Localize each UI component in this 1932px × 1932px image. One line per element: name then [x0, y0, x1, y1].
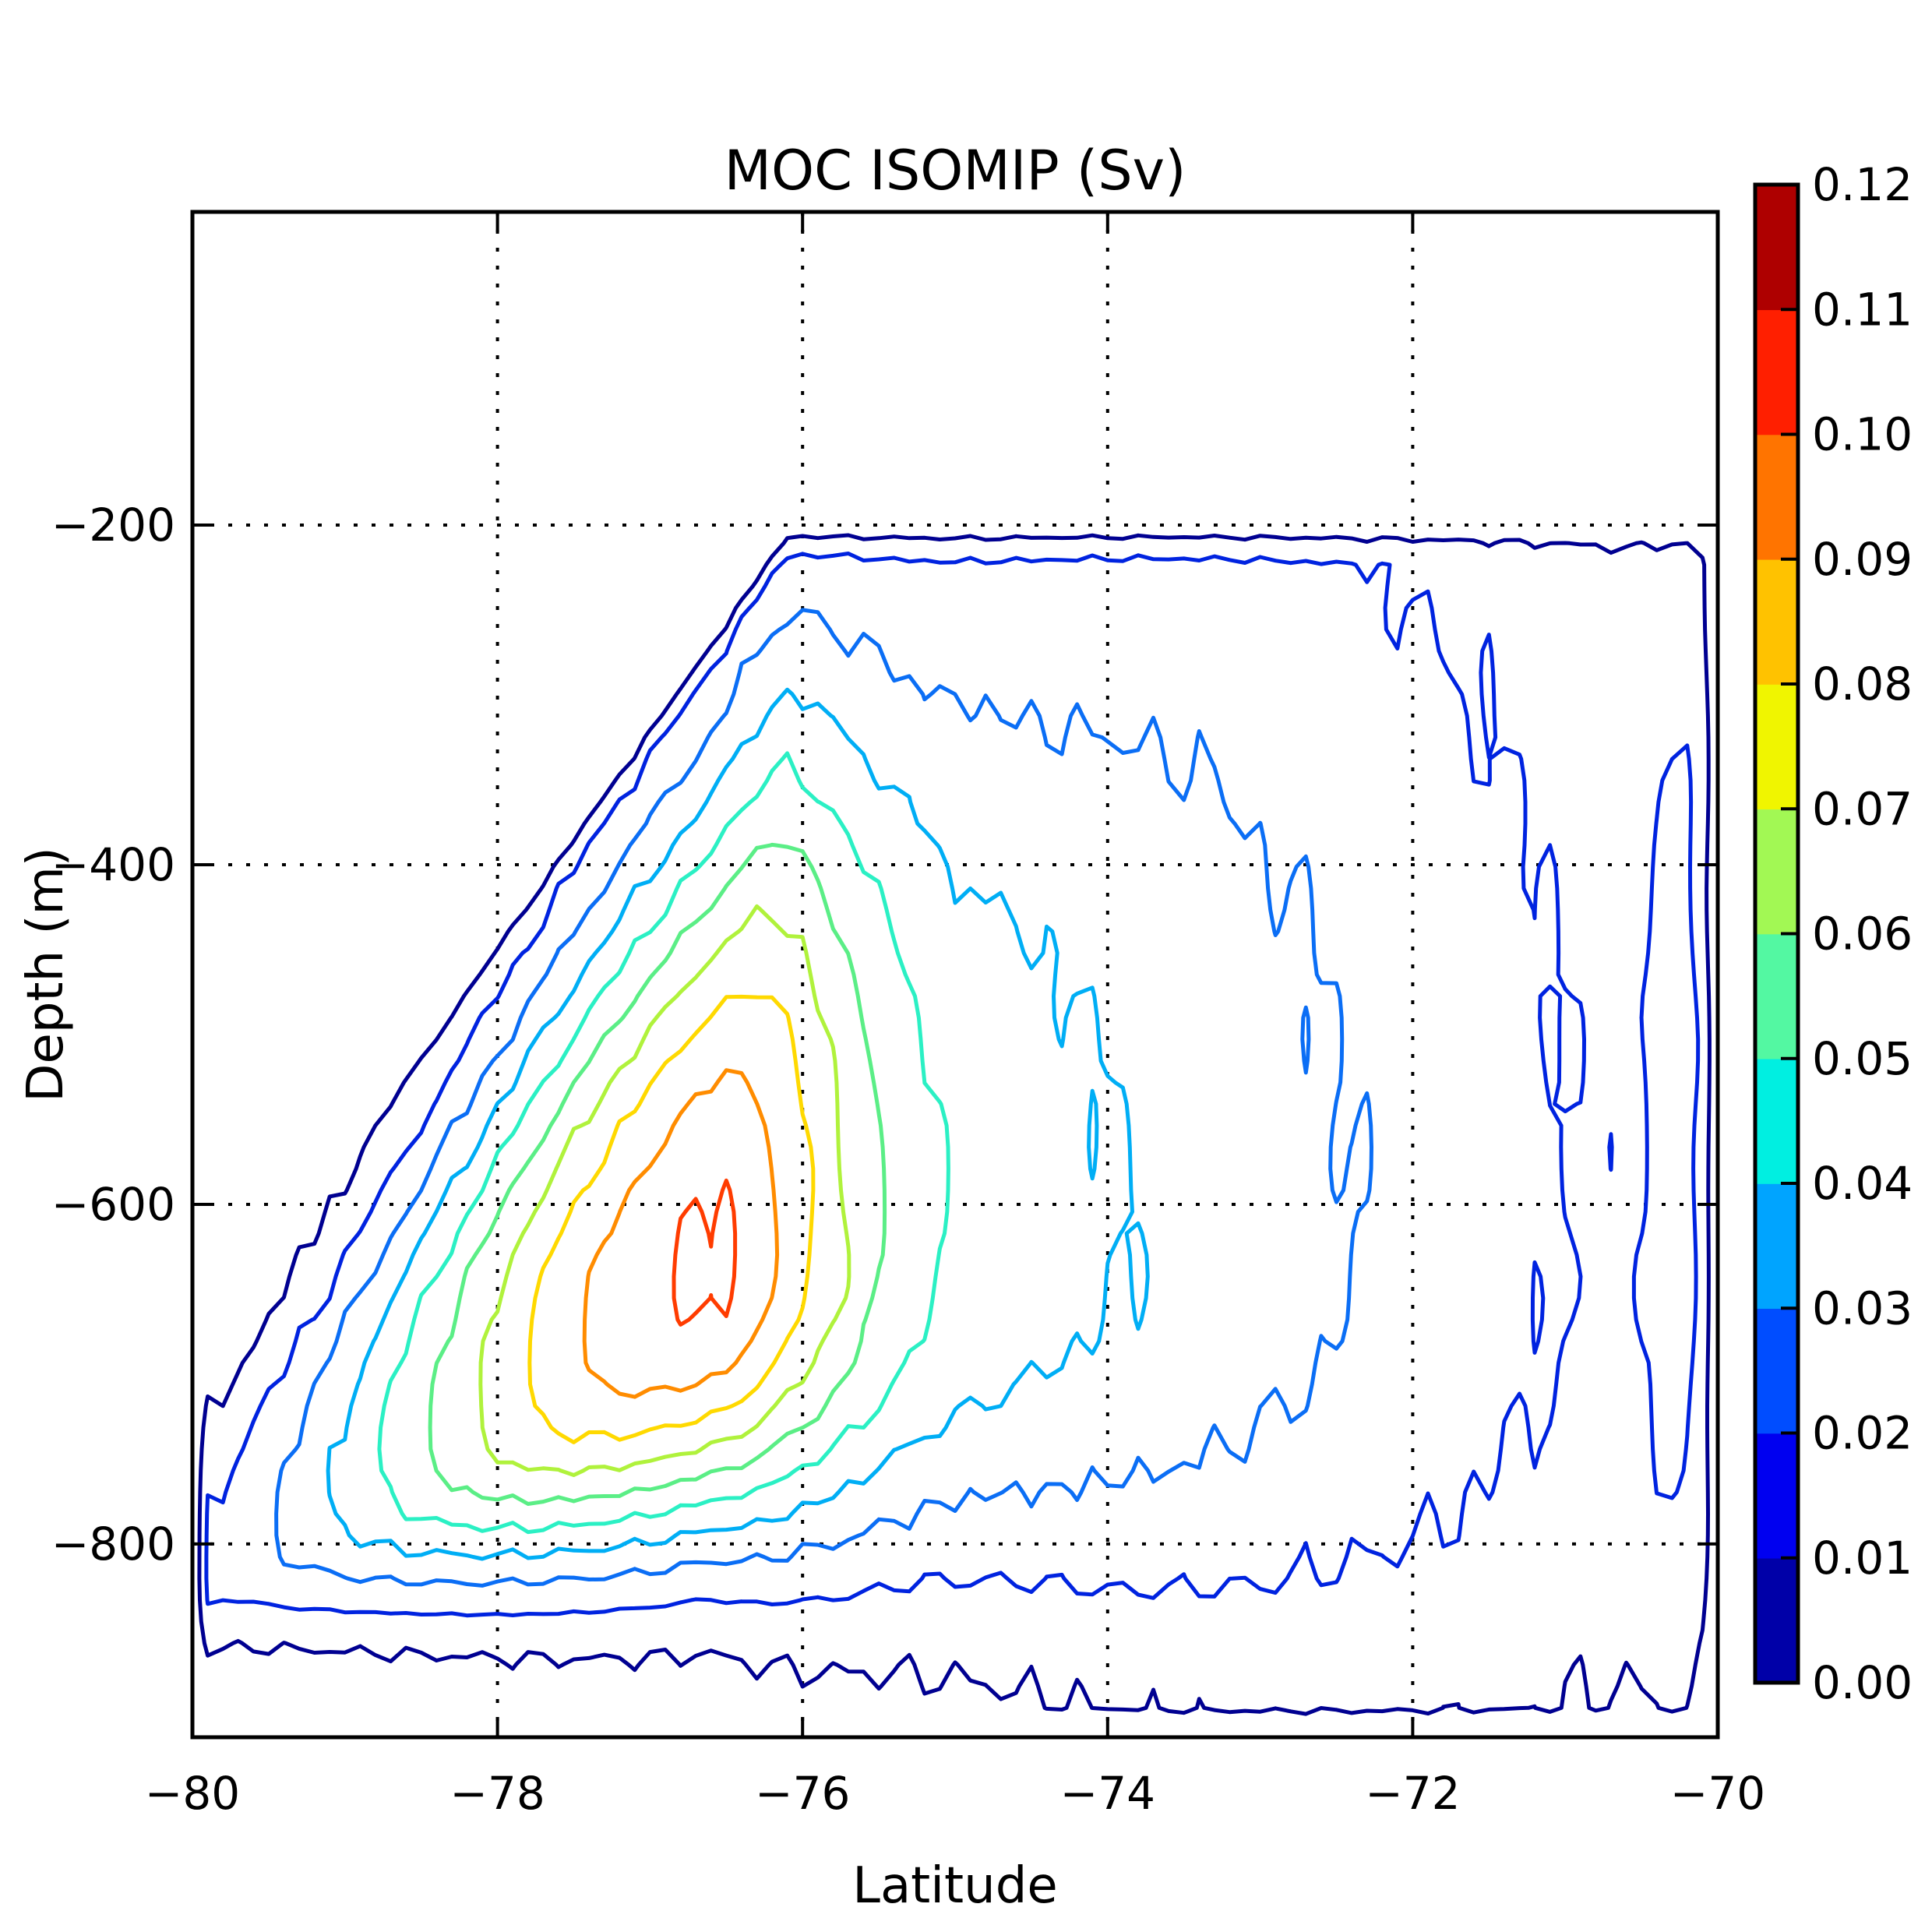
colorbar-tick-label: 0.01: [1812, 1532, 1913, 1585]
contour-level-0.02: [204, 552, 1701, 1618]
chart-title: MOC ISOMIP (Sv): [724, 139, 1186, 203]
colorbar-band: [1755, 185, 1798, 311]
colorbar-tick-label: 0.00: [1812, 1656, 1913, 1709]
x-axis-label: Latitude: [852, 1857, 1057, 1915]
contour-lines: [197, 533, 1712, 1716]
colorbar-band: [1755, 809, 1798, 935]
y-tick-label: −800: [51, 1518, 175, 1571]
contour-level-0.10: [672, 1178, 738, 1327]
y-tick-label: −200: [51, 499, 175, 552]
contour-level-0.06: [428, 842, 887, 1506]
contour-level-0.03: [274, 608, 1373, 1588]
tick-labels: −80 −78 −76 −74 −72 −70 −200 −400 −600 −800: [51, 499, 1766, 1820]
contour-level-0.04: [326, 687, 1150, 1561]
x-tick-label: −70: [1670, 1767, 1765, 1820]
colorbar-band: [1755, 559, 1798, 685]
colorbar-tick-label: 0.02: [1812, 1407, 1913, 1460]
colorbar-band: [1755, 309, 1798, 435]
colorbar-tick-label: 0.09: [1812, 533, 1913, 586]
colorbar-tick-label: 0.12: [1812, 158, 1913, 211]
colorbar-band: [1755, 933, 1798, 1059]
gridlines: [192, 212, 1718, 1737]
contour-level-0.01: [197, 533, 1712, 1716]
x-tick-label: −74: [1060, 1767, 1155, 1820]
axis-ticks: [191, 212, 1719, 1737]
contour-level-0.08: [527, 994, 816, 1444]
colorbar-band: [1755, 434, 1798, 560]
y-tick-label: −600: [51, 1178, 175, 1231]
plot-frame: [190, 210, 1720, 1740]
colorbar-tick-label: 0.08: [1812, 658, 1913, 710]
colorbar: 0.00 0.01 0.02 0.03 0.04 0.05 0.06 0.07 0.08 0.09…: [1753, 158, 1913, 1709]
x-tick-label: −78: [450, 1767, 545, 1820]
x-tick-label: −76: [755, 1767, 850, 1820]
colorbar-tick-label: 0.10: [1812, 408, 1913, 461]
colorbar-tick-label: 0.07: [1812, 782, 1913, 835]
colorbar-band: [1755, 1058, 1798, 1184]
contour-level-0.09: [582, 1068, 780, 1399]
colorbar-band: [1755, 1557, 1798, 1683]
colorbar-band: [1755, 1183, 1798, 1310]
colorbar-band: [1755, 1433, 1798, 1559]
colorbar-band: [1755, 1308, 1798, 1434]
x-tick-label: −72: [1365, 1767, 1460, 1820]
colorbar-tick-label: 0.04: [1812, 1157, 1913, 1210]
contour-level-0.07: [478, 904, 851, 1477]
y-axis-label: Depth (m): [17, 847, 75, 1102]
colorbar-tick-label: 0.03: [1812, 1282, 1913, 1334]
colorbar-tick-label: 0.05: [1812, 1032, 1913, 1085]
colorbar-tick-label: 0.11: [1812, 283, 1913, 336]
colorbar-tick-label: 0.06: [1812, 908, 1913, 961]
colorbar-band: [1755, 684, 1798, 810]
x-tick-label: −80: [145, 1767, 240, 1820]
contour-level-0.05: [377, 751, 950, 1535]
y-tick-label: −400: [51, 838, 175, 891]
